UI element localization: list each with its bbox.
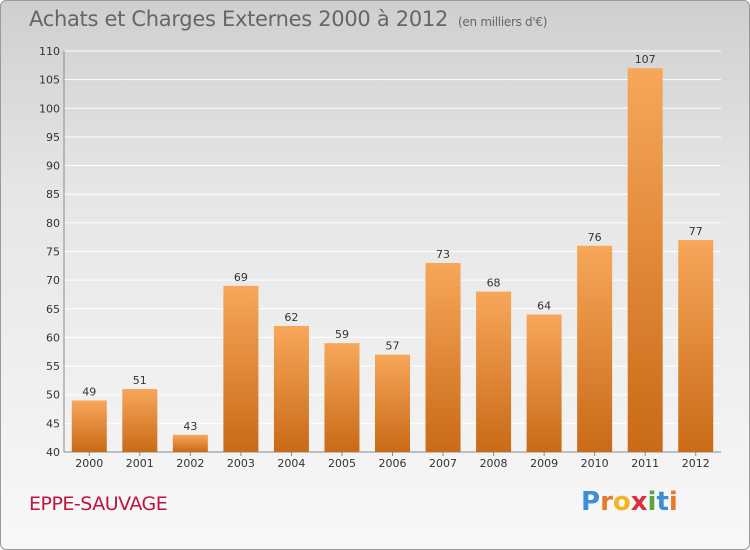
bar-value-label: 73 (436, 248, 450, 261)
bar-value-label: 64 (537, 300, 551, 313)
bar (425, 262, 461, 452)
bar (71, 400, 107, 452)
y-tick-label: 95 (46, 131, 60, 144)
x-tick-label: 2003 (227, 457, 255, 470)
logo-letter: i (668, 487, 678, 517)
x-tick-label: 2006 (379, 457, 407, 470)
bar-value-label: 43 (183, 420, 197, 433)
bar (627, 68, 663, 452)
bar (476, 291, 512, 452)
chart-subtitle: (en milliers d'€) (458, 15, 548, 29)
x-tick-label: 2001 (126, 457, 154, 470)
bar-value-label: 77 (689, 225, 703, 238)
x-tick-label: 2010 (581, 457, 609, 470)
y-tick-label: 90 (46, 160, 60, 173)
bar-value-label: 59 (335, 328, 349, 341)
bar-value-label: 49 (82, 385, 96, 398)
proxiti-logo: Proxiti (581, 487, 678, 517)
logo-letter: x (630, 487, 648, 517)
y-tick-label: 50 (46, 389, 60, 402)
bar (577, 245, 613, 452)
x-tick-label: 2011 (631, 457, 659, 470)
x-tick-label: 2012 (682, 457, 710, 470)
x-tick-label: 2005 (328, 457, 356, 470)
y-tick-label: 105 (39, 74, 60, 87)
y-tick-label: 65 (46, 303, 60, 316)
bar (122, 388, 158, 452)
y-tick-label: 110 (39, 45, 60, 58)
x-tick-label: 2008 (480, 457, 508, 470)
commune-name: EPPE-SAUVAGE (29, 493, 168, 515)
x-tick-label: 2004 (277, 457, 305, 470)
bar (678, 240, 714, 452)
bar-value-label: 57 (386, 340, 400, 353)
logo-letter: o (612, 487, 631, 517)
bar (526, 314, 562, 452)
chart-title: Achats et Charges Externes 2000 à 2012 (29, 7, 449, 31)
x-tick-label: 2002 (176, 457, 204, 470)
bar-value-label: 51 (133, 374, 147, 387)
y-tick-label: 40 (46, 446, 60, 459)
x-tick-label: 2007 (429, 457, 457, 470)
y-tick-label: 85 (46, 188, 60, 201)
bar (324, 343, 360, 452)
bar (375, 354, 410, 452)
chart-title-block: Achats et Charges Externes 2000 à 2012 (e… (29, 7, 547, 31)
y-tick-label: 45 (46, 417, 60, 430)
logo-letter: P (581, 487, 601, 517)
y-tick-label: 60 (46, 331, 60, 344)
logo-letter: i (647, 487, 657, 517)
x-tick-label: 2000 (75, 457, 103, 470)
bar-value-label: 69 (234, 271, 248, 284)
bar-value-label: 62 (284, 311, 298, 324)
bar-value-label: 107 (635, 53, 656, 66)
y-tick-label: 70 (46, 274, 60, 287)
y-tick-label: 55 (46, 360, 60, 373)
x-tick-label: 2009 (530, 457, 558, 470)
bar (172, 434, 208, 452)
logo-letter: t (656, 487, 669, 517)
y-tick-label: 80 (46, 217, 60, 230)
logo-letter: r (600, 487, 613, 517)
bar-value-label: 68 (487, 277, 501, 290)
bar (223, 285, 259, 452)
bar (273, 325, 309, 452)
y-tick-label: 100 (39, 102, 60, 115)
bar-value-label: 76 (588, 231, 602, 244)
y-tick-label: 75 (46, 246, 60, 259)
